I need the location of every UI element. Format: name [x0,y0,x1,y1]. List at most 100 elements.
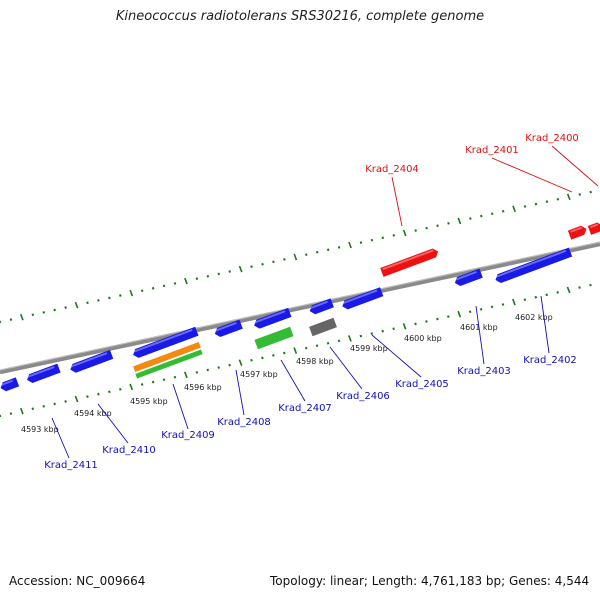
gene-krad-2408-shine [215,321,237,332]
gene-krad-2410-shine [27,365,55,378]
gene-krad-2405 [342,287,384,310]
leader-line [280,359,306,402]
minor-tick [326,248,330,252]
major-tick [74,395,79,403]
minor-tick [446,315,450,319]
gene-krad-2409a-shine [70,352,108,368]
minor-tick [195,370,199,374]
minor-tick [556,197,560,201]
minor-tick [468,310,472,314]
minor-tick [304,253,308,256]
minor-tick [523,298,527,302]
major-tick [238,265,243,273]
gene-label-reverse: Krad_2410 [102,445,156,456]
gene-krad-2404-shape [380,248,439,277]
gene-krad-2403 [454,268,483,286]
minor-tick [228,363,231,367]
minor-tick [436,317,439,321]
gene-krad-2407-shine [254,310,286,324]
minor-tick [501,303,505,306]
minor-tick [479,307,483,311]
leader-line [172,383,189,430]
major-tick [457,310,462,318]
minor-tick [283,258,286,261]
minor-tick [64,306,67,309]
gene-krad-2409b [133,326,199,358]
minor-tick [315,250,319,254]
minor-tick [490,212,494,216]
gene-krad-2404-shine [382,249,434,271]
leader-line [235,369,245,416]
minor-tick [425,226,428,230]
minor-tick [337,246,341,249]
minor-tick [272,260,275,264]
gene-label-forward: Krad_2404 [365,164,419,175]
genome-title: Kineococcus radiotolerans SRS30216, comp… [115,9,485,24]
gene-krad-2401-shape [567,225,587,240]
gene-krad-2411 [0,377,20,392]
gene-label-reverse: Krad_2409 [161,430,215,441]
gene-krad-2407 [254,307,292,329]
major-tick [20,407,24,415]
minor-tick [53,402,56,406]
minor-tick [162,378,166,382]
minor-tick [370,238,374,242]
minor-tick [589,283,592,287]
major-tick [348,241,352,249]
gene-krad-2411-shape [0,377,20,392]
minor-tick [392,327,395,331]
axis-line [0,241,600,375]
gene-label-forward: Krad_2400 [525,133,579,144]
gene-krad-2406-shape [309,298,334,315]
gene-krad-2405-shape [342,287,384,310]
orange-feature [133,341,201,373]
leader-line [475,305,485,365]
major-tick [74,301,79,309]
gene-krad-2409a-shape [70,349,114,373]
gene-krad-2408-shape [214,319,243,337]
gene-label-forward: Krad_2401 [465,145,519,156]
leader-line [51,417,70,459]
leader-line [540,295,550,354]
major-tick [20,313,24,321]
minor-tick [250,265,253,269]
minor-tick [545,200,549,204]
gene-krad-2401 [567,225,587,240]
grey-feature-shape [309,317,337,337]
major-tick [129,383,134,391]
major-tick [129,289,134,297]
minor-tick [425,320,428,323]
gene-krad-2406-shine [310,300,328,309]
gene-krad-2408 [214,319,243,337]
kbp-label: 4599 kbp [350,344,388,353]
minor-tick [534,295,538,299]
minor-tick [381,329,385,333]
major-tick [293,347,298,354]
accession-text: Accession: NC_009664 [9,574,146,588]
minor-tick [9,412,13,415]
gene-features [0,222,600,392]
gene-krad-2409b-shine [133,329,193,353]
gene-krad-2402-shape [495,247,573,284]
minor-tick [523,205,527,208]
minor-tick [414,229,417,232]
minor-tick [282,351,286,355]
minor-tick [261,262,264,266]
gene-label-reverse: Krad_2408 [217,417,271,428]
minor-tick [31,313,35,317]
minor-tick [304,346,308,350]
minor-tick [578,193,582,196]
gene-krad-2400 [587,222,600,235]
green-feature-a [135,349,203,379]
major-tick [238,359,243,366]
major-tick [512,298,516,306]
minor-tick [151,380,155,384]
minor-tick [359,334,363,338]
minor-tick [140,289,144,293]
leader-line [329,346,363,390]
minor-tick [447,221,450,225]
minor-tick [315,344,319,348]
gene-label-reverse: Krad_2406 [336,391,390,402]
minor-tick [501,209,505,213]
